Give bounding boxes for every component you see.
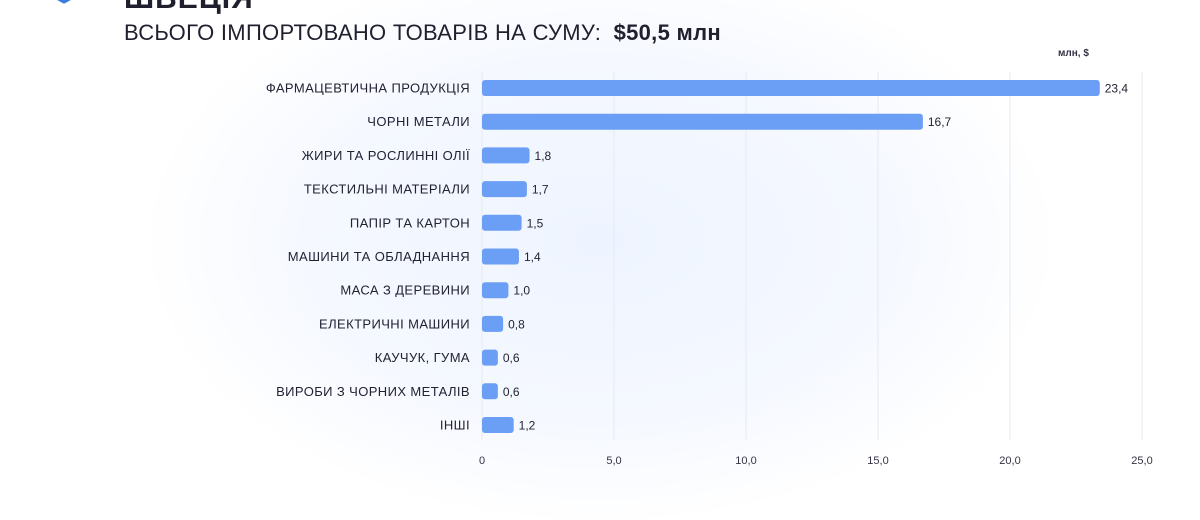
bar xyxy=(482,113,923,130)
value-label: 0,8 xyxy=(508,317,525,331)
value-label: 1,2 xyxy=(519,419,536,433)
x-tick-label: 25,0 xyxy=(1131,455,1152,467)
value-label: 1,7 xyxy=(532,183,549,197)
category-label: ІНШІ xyxy=(440,418,470,433)
category-label: ТЕКСТИЛЬНІ МАТЕРІАЛИ xyxy=(304,182,470,197)
unit-label: млн, $ xyxy=(1058,48,1089,59)
x-tick-label: 5,0 xyxy=(606,455,621,467)
category-label: МАСА З ДЕРЕВИНИ xyxy=(340,283,470,298)
title-prefix: ВСЬОГО ІМПОРТОВАНО ТОВАРІВ НА СУМУ: xyxy=(124,20,602,45)
category-label: ВИРОБИ З ЧОРНИХ МЕТАЛІВ xyxy=(276,384,470,399)
category-label: ПАПІР ТА КАРТОН xyxy=(350,215,470,230)
bar xyxy=(482,214,522,231)
bar xyxy=(482,349,498,366)
x-tick-label: 20,0 xyxy=(999,455,1020,467)
bar xyxy=(482,282,509,299)
x-tick-label: 15,0 xyxy=(867,455,888,467)
bar xyxy=(482,248,519,265)
bar xyxy=(482,181,527,198)
value-label: 1,0 xyxy=(513,284,530,298)
value-label: 1,8 xyxy=(535,149,552,163)
category-label: ЖИРИ ТА РОСЛИННІ ОЛІЇ xyxy=(302,148,470,163)
bar xyxy=(482,417,514,433)
bar xyxy=(482,383,498,400)
chart-title: ВСЬОГО ІМПОРТОВАНО ТОВАРІВ НА СУМУ: $50,… xyxy=(124,20,721,46)
bar xyxy=(482,147,530,164)
x-tick-label: 0 xyxy=(479,455,485,467)
value-label: 1,4 xyxy=(524,250,541,264)
category-label: МАШИНИ ТА ОБЛАДНАННЯ xyxy=(288,249,470,264)
title-total: $50,5 млн xyxy=(613,20,721,45)
category-label: ФАРМАЦЕВТИЧНА ПРОДУКЦІЯ xyxy=(266,81,470,96)
value-label: 1,5 xyxy=(527,216,544,230)
category-label: ЕЛЕКТРИЧНІ МАШИНИ xyxy=(319,316,470,331)
value-label: 16,7 xyxy=(928,115,952,129)
value-label: 23,4 xyxy=(1105,82,1129,96)
value-label: 0,6 xyxy=(503,385,520,399)
logo-icon xyxy=(57,0,71,4)
bar-chart: 0 5,0 10,0 15,0 20,0 25,0 ФАРМАЦЕВТИЧНА ПРОДУК… xyxy=(266,72,1153,467)
bar xyxy=(482,315,504,332)
country-heading: ШВЕЦІЯ xyxy=(124,0,254,16)
category-label: ЧОРНІ МЕТАЛИ xyxy=(367,114,470,129)
x-tick-label: 10,0 xyxy=(735,455,756,467)
value-label: 0,6 xyxy=(503,351,520,365)
category-label: КАУЧУК, ГУМА xyxy=(375,350,470,365)
bar xyxy=(482,80,1100,96)
